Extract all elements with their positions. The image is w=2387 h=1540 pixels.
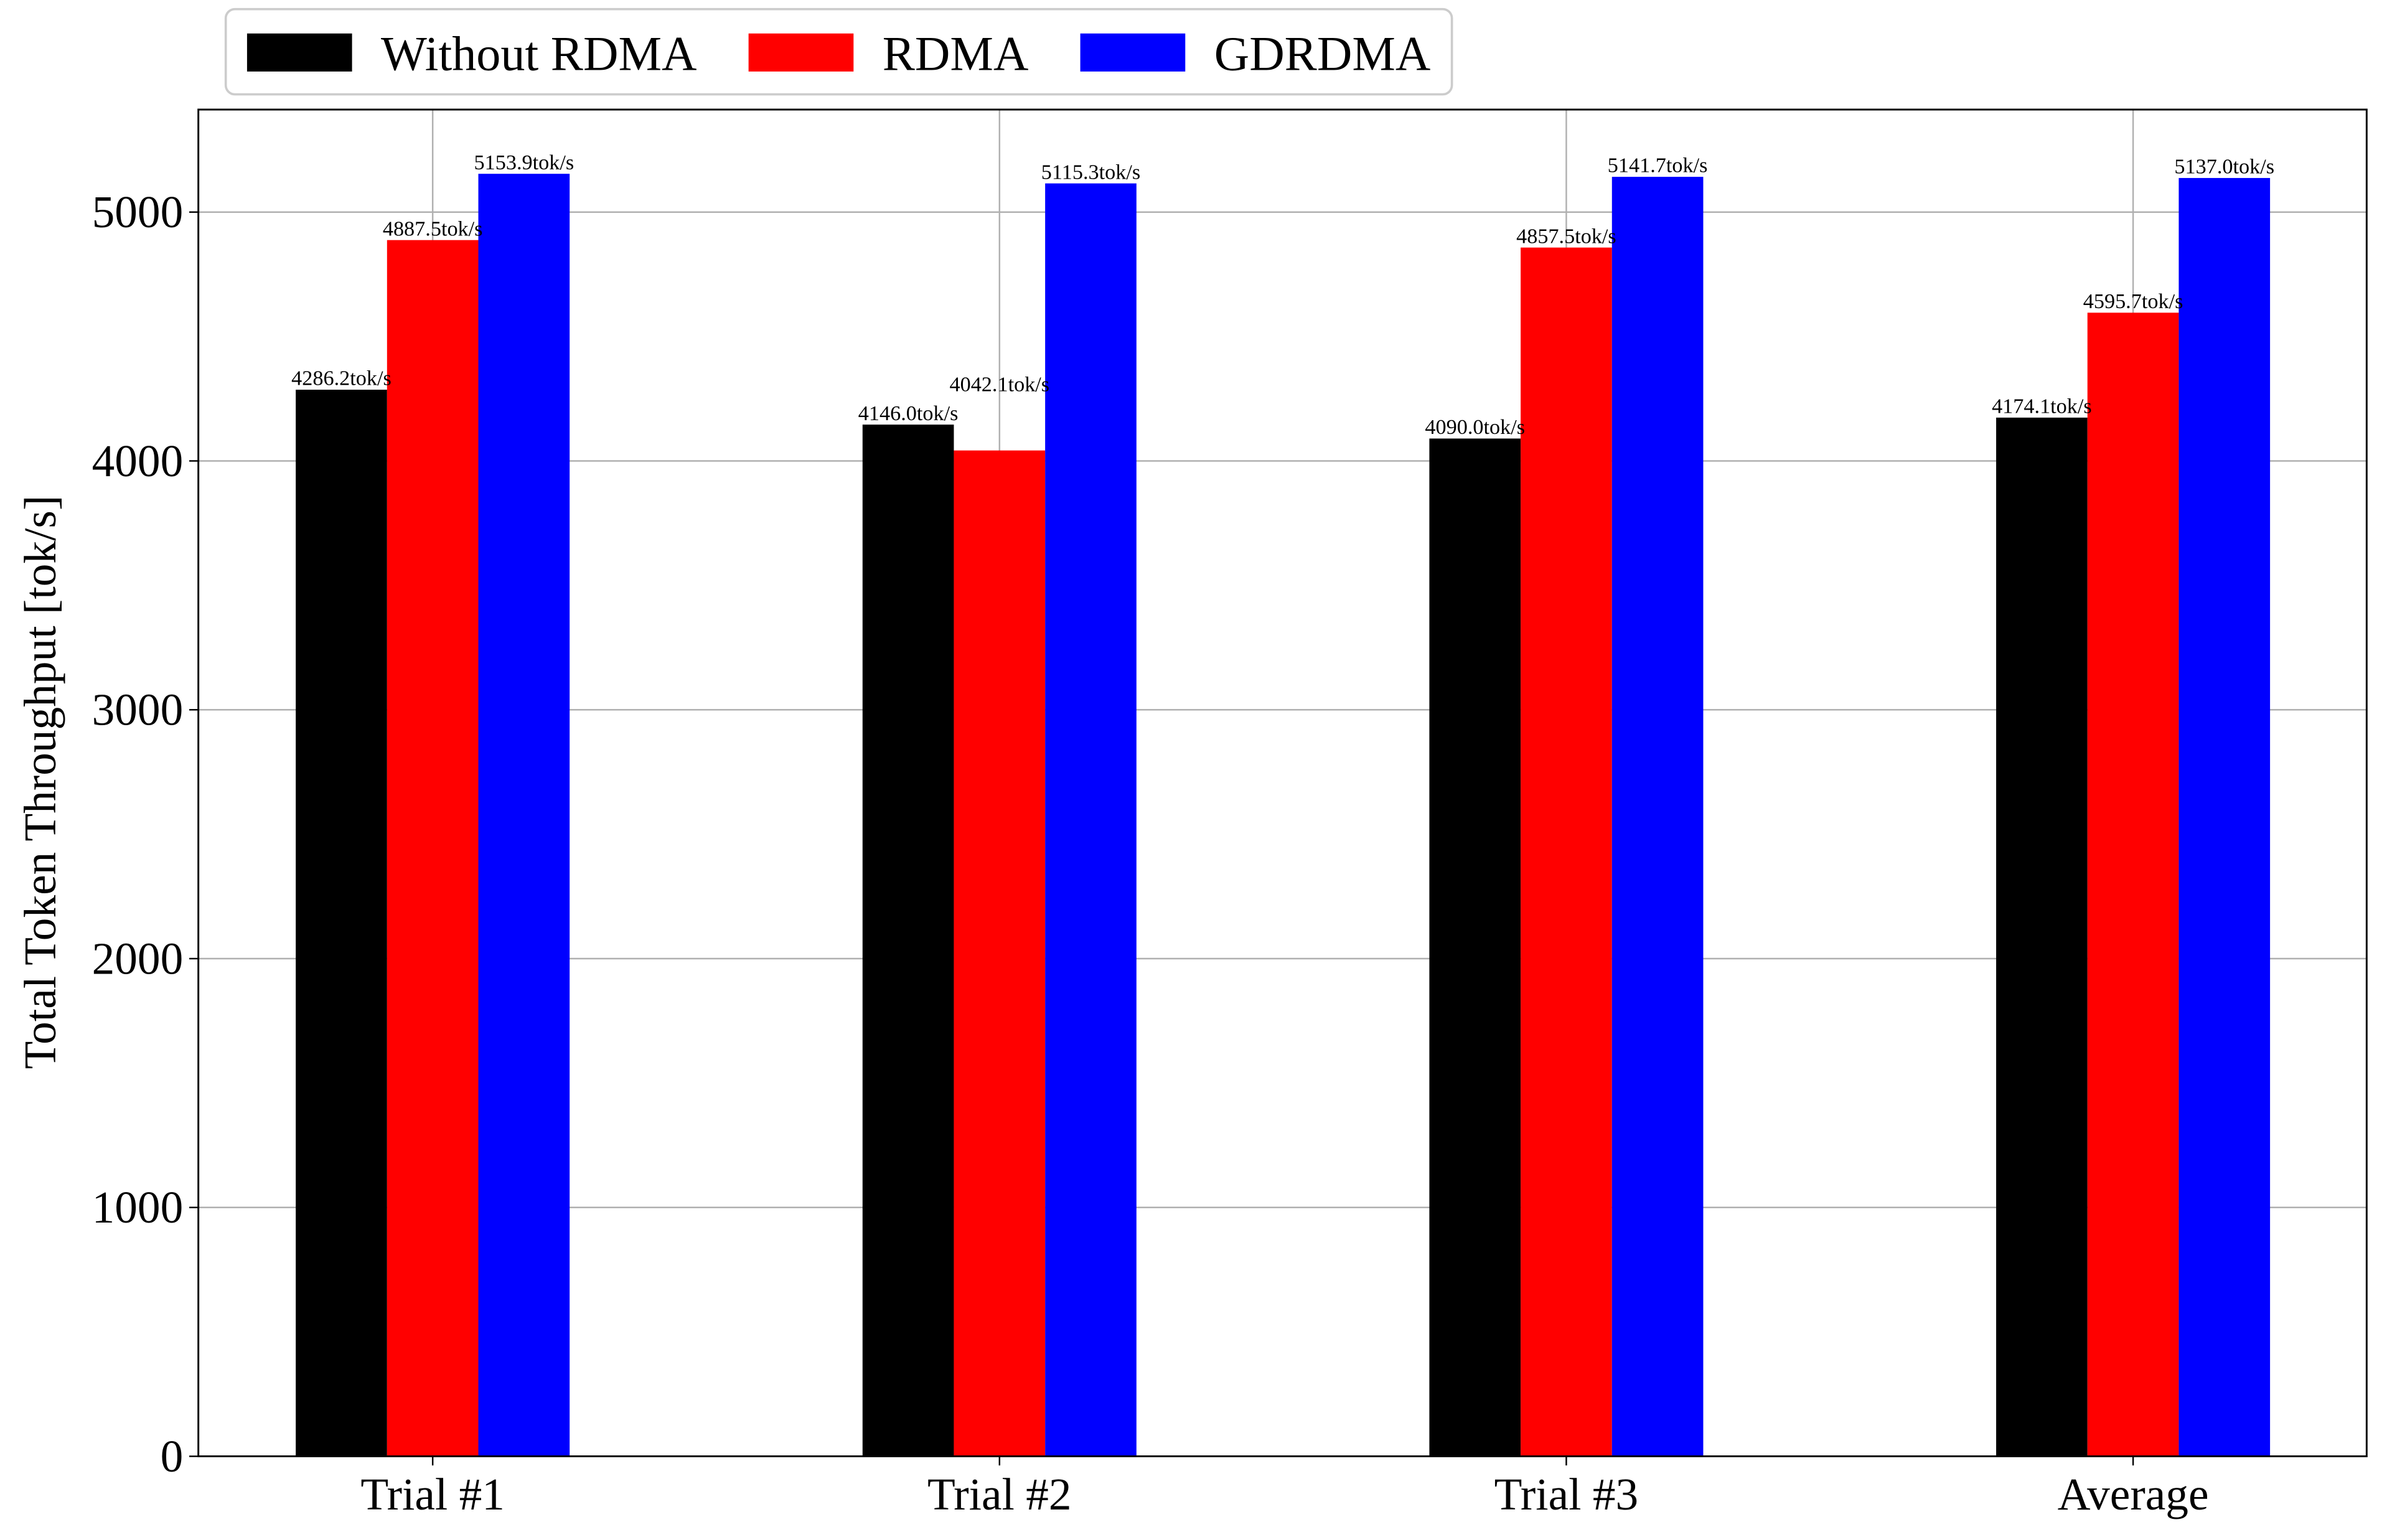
y-tick-label: 4000 [92,436,184,486]
legend-swatch [246,33,352,72]
legend: Without RDMA RDMA GDRDMA [224,7,1453,96]
y-tick-label: 1000 [92,1182,184,1232]
x-tick-label: Trial #1 [360,1469,505,1519]
y-axis-label: Total Token Throughput [tok/s] [15,495,65,1069]
legend-swatch [1080,33,1186,72]
value-labels: 4286.2tok/s 4146.0tok/s 4090.0tok/s 4174.1t… [291,151,2274,439]
y-axis: 0 1000 2000 3000 4000 5000 [92,187,199,1481]
bar-gdrdma [478,174,570,1457]
legend-swatch [748,33,854,72]
bar-gdrdma [1611,177,1704,1457]
bar-rdma [2087,312,2179,1457]
bar-rdma [1521,247,1612,1457]
bar-rdma [954,450,1046,1457]
bar-without-rdma [1429,438,1521,1457]
y-tick-label: 0 [161,1431,184,1481]
bar-without-rdma [862,425,954,1457]
bar-value-label: 4042.1tok/s [949,373,1049,396]
bar-value-label: 4887.5tok/s [383,217,483,240]
y-tick-label: 2000 [92,933,184,984]
bar-value-label: 5153.9tok/s [474,151,574,174]
x-axis: Trial #1 Trial #2 Trial #3 Average [360,1456,2209,1519]
bars [296,174,2271,1457]
bar-rdma [387,240,479,1457]
x-tick-label: Trial #2 [927,1469,1072,1519]
bar-without-rdma [1996,417,2088,1457]
bar-value-label: 4857.5tok/s [1516,225,1616,248]
bar-value-label: 4286.2tok/s [291,367,392,390]
legend-label: GDRDMA [1214,26,1431,80]
y-tick-label: 3000 [92,685,184,735]
bar-gdrdma [1045,183,1137,1457]
y-tick-label: 5000 [92,187,184,237]
bar-value-label: 5141.7tok/s [1608,154,1708,177]
bar-value-label: 4146.0tok/s [858,402,959,425]
bar-value-label: 5137.0tok/s [2174,156,2274,179]
legend-label: Without RDMA [381,26,696,80]
bar-value-label: 4090.0tok/s [1425,416,1525,439]
bar-value-label: 5115.3tok/s [1041,161,1140,184]
x-tick-label: Trial #3 [1494,1469,1639,1519]
x-tick-label: Average [2058,1469,2209,1519]
bar-value-label: 4174.1tok/s [1992,395,2092,418]
legend-label: RDMA [883,26,1029,80]
bar-without-rdma [296,390,387,1457]
bar-value-label: 4595.7tok/s [2083,290,2183,313]
plot-frame [197,108,2368,1458]
bar-gdrdma [2178,177,2271,1457]
